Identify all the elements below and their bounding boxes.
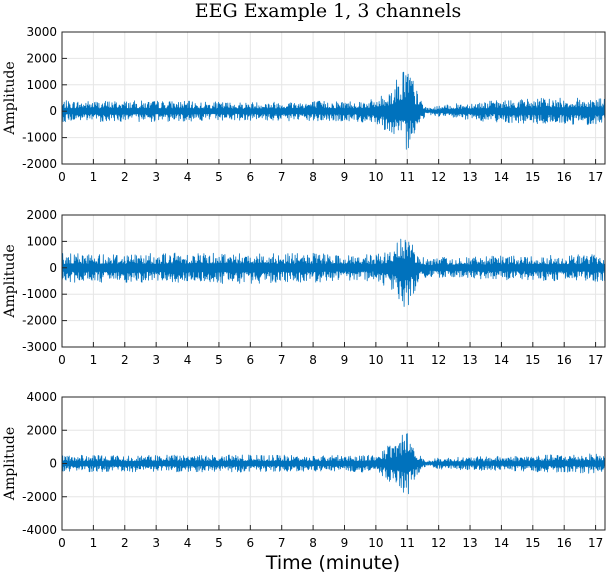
panel-2: 0 1 2 3 4 5 6 7 8 9 10 11 12 13 14 15 16 17-3000-2000-100… — [2, 208, 606, 367]
x-tick-label: 4 — [184, 170, 192, 184]
y-tick-label: 0 — [49, 457, 57, 471]
eeg-trace-channel-2 — [61, 238, 606, 307]
y-tick-label: 2000 — [26, 423, 57, 437]
x-tick-label: 10 — [368, 536, 383, 550]
x-tick-label: 11 — [400, 536, 415, 550]
eeg-trace-channel-3 — [61, 433, 606, 495]
x-tick-label: 8 — [309, 170, 317, 184]
x-tick-label: 2 — [121, 170, 129, 184]
x-tick-label: 0 — [58, 170, 66, 184]
x-tick-label: 11 — [400, 353, 415, 367]
x-tick-label: 5 — [215, 353, 223, 367]
x-tick-label: 5 — [215, 536, 223, 550]
x-tick-label: 15 — [525, 353, 540, 367]
x-tick-label: 4 — [184, 353, 192, 367]
x-tick-label: 6 — [247, 170, 255, 184]
x-tick-label: 1 — [90, 353, 98, 367]
x-tick-label: 8 — [309, 536, 317, 550]
x-tick-label: 12 — [431, 353, 446, 367]
x-tick-label: 5 — [215, 170, 223, 184]
x-tick-label: 17 — [588, 170, 603, 184]
x-tick-label: 3 — [152, 170, 160, 184]
x-tick-label: 2 — [121, 353, 129, 367]
x-tick-label: 4 — [184, 536, 192, 550]
x-tick-label: 15 — [525, 536, 540, 550]
x-tick-label: 11 — [400, 170, 415, 184]
x-tick-label: 9 — [341, 353, 349, 367]
x-axis-label: Time (minute) — [265, 552, 400, 572]
x-tick-label: 7 — [278, 170, 286, 184]
x-tick-label: 10 — [368, 353, 383, 367]
y-tick-label: 1000 — [26, 234, 57, 248]
x-tick-label: 0 — [58, 536, 66, 550]
y-tick-label: 0 — [49, 261, 57, 275]
y-tick-label: -3000 — [22, 340, 57, 354]
x-tick-label: 16 — [557, 353, 572, 367]
x-tick-label: 3 — [152, 536, 160, 550]
x-tick-label: 6 — [247, 536, 255, 550]
y-axis-label: Amplitude — [2, 61, 18, 135]
chart-title: EEG Example 1, 3 channels — [195, 0, 461, 22]
y-axis-label: Amplitude — [2, 427, 18, 501]
x-tick-label: 1 — [90, 170, 98, 184]
x-tick-label: 1 — [90, 536, 98, 550]
x-tick-label: 13 — [462, 536, 477, 550]
x-tick-label: 13 — [462, 353, 477, 367]
y-axis-label: Amplitude — [2, 244, 18, 318]
x-tick-label: 7 — [278, 353, 286, 367]
x-tick-label: 7 — [278, 536, 286, 550]
x-tick-label: 14 — [494, 536, 509, 550]
x-tick-label: 17 — [588, 536, 603, 550]
eeg-trace-channel-1 — [61, 71, 606, 150]
x-tick-label: 9 — [341, 170, 349, 184]
x-tick-label: 9 — [341, 536, 349, 550]
x-tick-label: 17 — [588, 353, 603, 367]
y-tick-label: -1000 — [22, 131, 57, 145]
y-tick-label: 2000 — [26, 208, 57, 222]
x-tick-label: 8 — [309, 353, 317, 367]
x-tick-label: 12 — [431, 536, 446, 550]
x-tick-label: 3 — [152, 353, 160, 367]
y-tick-label: 4000 — [26, 390, 57, 404]
x-tick-label: 16 — [557, 170, 572, 184]
y-tick-label: 1000 — [26, 78, 57, 92]
x-tick-label: 14 — [494, 170, 509, 184]
panels: 0 1 2 3 4 5 6 7 8 9 10 11 12 13 14 15 16 17-2000-10000100… — [2, 25, 606, 550]
panel-3: 0 1 2 3 4 5 6 7 8 9 10 11 12 13 14 15 16 17-4000-20000200… — [2, 390, 606, 550]
y-tick-label: -1000 — [22, 287, 57, 301]
x-tick-label: 15 — [525, 170, 540, 184]
y-tick-label: -2000 — [22, 157, 57, 171]
y-tick-label: 3000 — [26, 25, 57, 39]
x-tick-label: 6 — [247, 353, 255, 367]
x-tick-label: 14 — [494, 353, 509, 367]
y-tick-label: -2000 — [22, 490, 57, 504]
x-tick-label: 16 — [557, 536, 572, 550]
x-tick-label: 2 — [121, 536, 129, 550]
y-tick-label: -4000 — [22, 523, 57, 537]
x-tick-label: 12 — [431, 170, 446, 184]
x-tick-label: 13 — [462, 170, 477, 184]
axes-frame — [61, 31, 606, 165]
panel-1: 0 1 2 3 4 5 6 7 8 9 10 11 12 13 14 15 16 17-2000-10000100… — [2, 25, 606, 184]
x-tick-label: 10 — [368, 170, 383, 184]
y-tick-label: 2000 — [26, 51, 57, 65]
y-tick-label: -2000 — [22, 314, 57, 328]
axes-frame — [61, 214, 606, 348]
y-tick-label: 0 — [49, 104, 57, 118]
x-tick-label: 0 — [58, 353, 66, 367]
